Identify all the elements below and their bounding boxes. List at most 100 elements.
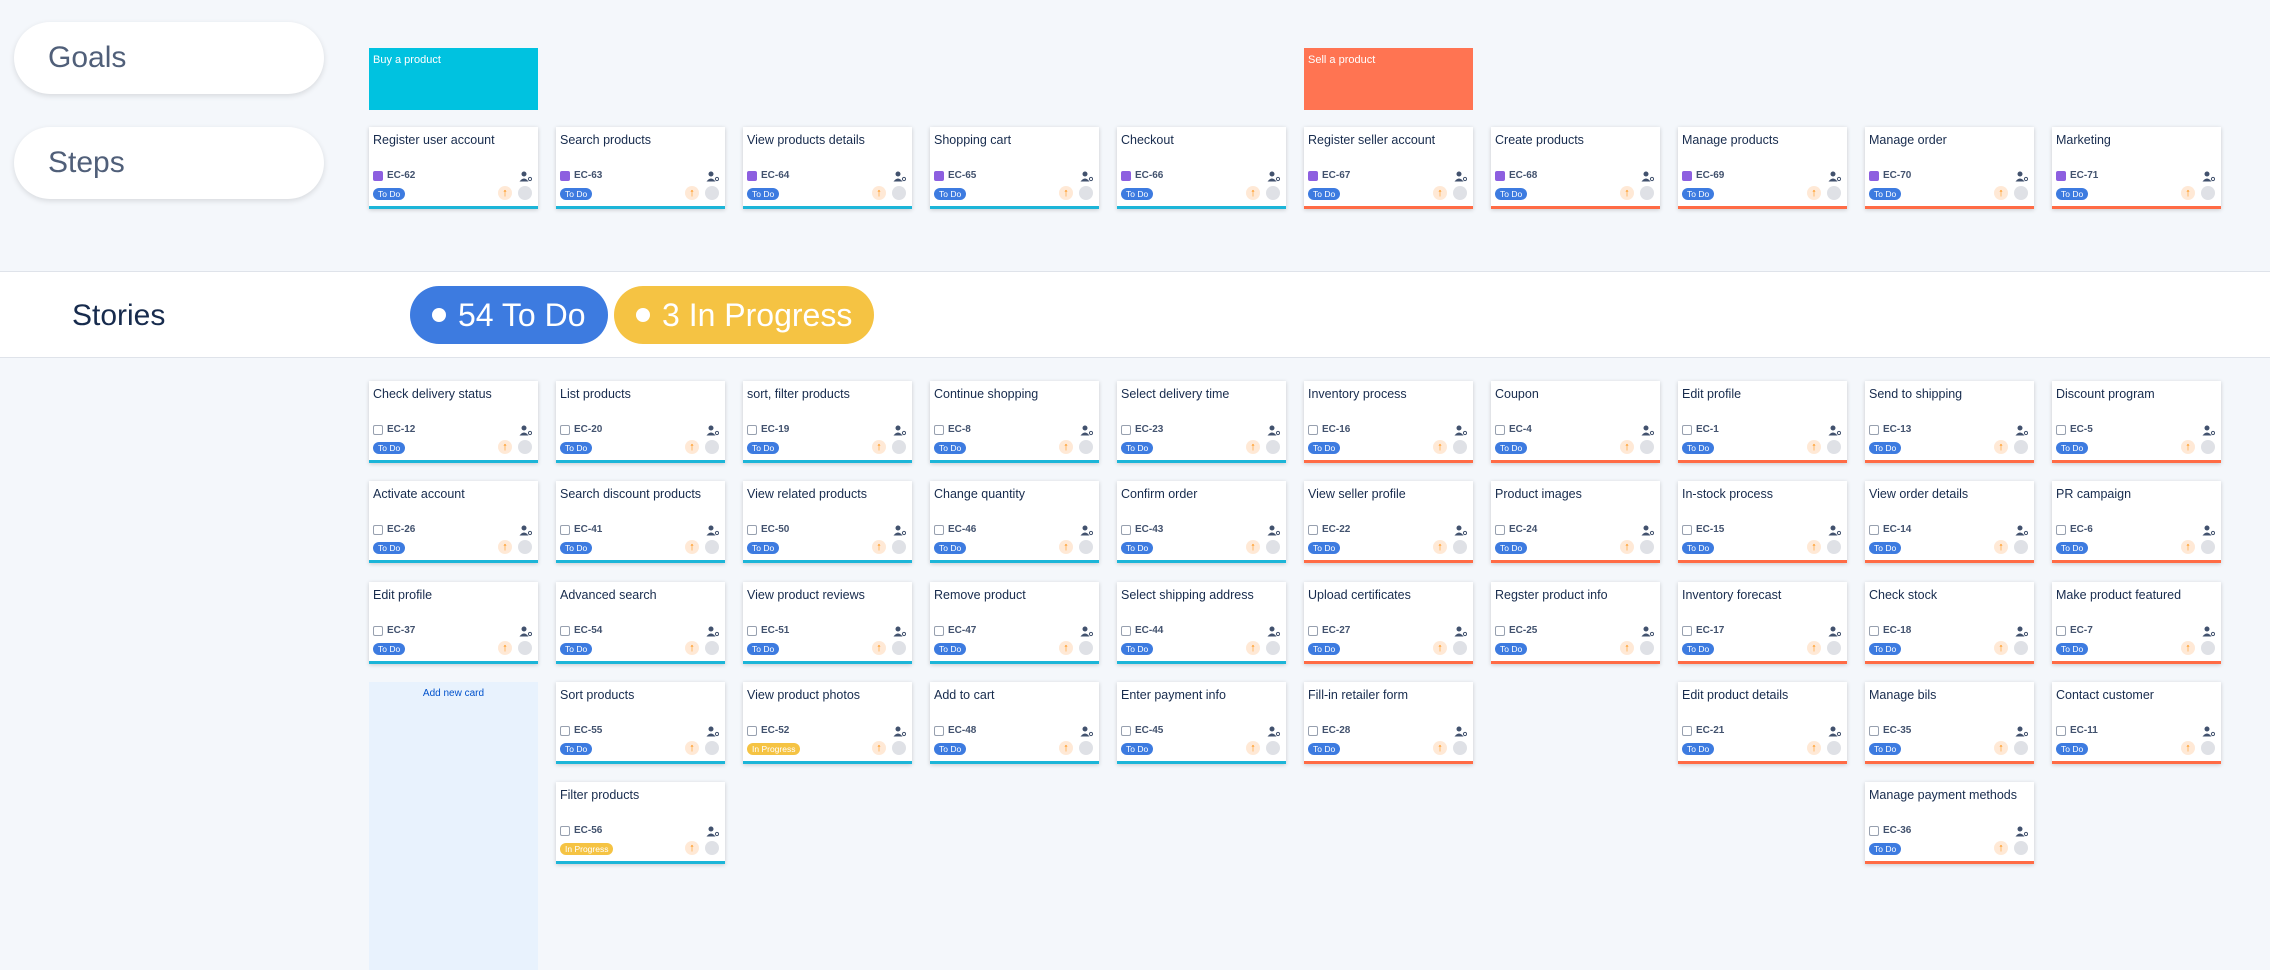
status-lozenge: To Do bbox=[1121, 742, 1154, 755]
story-card[interactable]: Continue shopping EC-8 To Do ↑ bbox=[930, 381, 1099, 463]
status-lozenge: To Do bbox=[1121, 642, 1154, 655]
story-card[interactable]: Change quantity EC-46 To Do ↑ bbox=[930, 481, 1099, 564]
story-card[interactable]: Add to cart EC-48 To Do ↑ bbox=[930, 681, 1099, 764]
story-card[interactable]: List products EC-20 To Do ↑ bbox=[556, 381, 725, 463]
issue-key: EC-8 bbox=[948, 424, 971, 435]
assignee-icon bbox=[706, 423, 720, 436]
story-card[interactable]: View product photos EC-52 In Progress ↑ bbox=[743, 681, 912, 764]
assignee-icon bbox=[1828, 724, 1842, 737]
add-card-zone[interactable]: Add new card bbox=[369, 682, 538, 970]
issue-icon bbox=[1121, 525, 1131, 536]
story-card[interactable]: Select shipping address EC-44 To Do ↑ bbox=[1117, 581, 1286, 664]
story-card[interactable]: Edit profile EC-1 To Do ↑ bbox=[1678, 381, 1847, 463]
status-lozenge: To Do bbox=[747, 188, 780, 200]
issue-icon bbox=[1121, 425, 1131, 435]
story-card[interactable]: Inventory process EC-16 To Do ↑ bbox=[1304, 381, 1473, 463]
issue-icon bbox=[560, 625, 570, 636]
step-card[interactable]: Marketing EC-71 To Do ↑ bbox=[2052, 127, 2221, 209]
status-lozenge: To Do bbox=[1869, 742, 1902, 755]
priority-icon: ↑ bbox=[1059, 540, 1073, 555]
story-card[interactable]: In-stock process EC-15 To Do ↑ bbox=[1678, 481, 1847, 564]
priority-icon: ↑ bbox=[2181, 440, 2195, 454]
todo-badge[interactable]: 54 To Do bbox=[410, 286, 608, 344]
step-card[interactable]: View products details EC-64 To Do ↑ bbox=[743, 127, 912, 209]
stories-band: Stories 54 To Do 3 In Progress bbox=[0, 271, 2270, 358]
story-card[interactable]: Send to shipping EC-13 To Do ↑ bbox=[1865, 381, 2034, 463]
step-card[interactable]: Manage products EC-69 To Do ↑ bbox=[1678, 127, 1847, 209]
issue-key: EC-46 bbox=[948, 524, 977, 536]
story-card[interactable]: Advanced search EC-54 To Do ↑ bbox=[556, 581, 725, 664]
add-card[interactable]: Add new card bbox=[422, 688, 485, 699]
story-card[interactable]: Manage bils EC-35 To Do ↑ bbox=[1865, 681, 2034, 764]
priority-icon: ↑ bbox=[1807, 640, 1821, 655]
card-title: Edit product details bbox=[1682, 687, 1789, 702]
issue-key: EC-63 bbox=[574, 170, 603, 181]
issue-icon bbox=[373, 625, 383, 636]
status-lozenge: To Do bbox=[1869, 442, 1902, 454]
story-card[interactable]: View product reviews EC-51 To Do ↑ bbox=[743, 581, 912, 664]
story-card[interactable]: View order details EC-14 To Do ↑ bbox=[1865, 481, 2034, 564]
step-card[interactable]: Checkout EC-66 To Do ↑ bbox=[1117, 127, 1286, 209]
story-card[interactable]: Remove product EC-47 To Do ↑ bbox=[930, 581, 1099, 664]
issue-icon bbox=[934, 171, 944, 181]
priority-icon: ↑ bbox=[2181, 540, 2195, 555]
card-title: Enter payment info bbox=[1121, 687, 1226, 702]
step-card[interactable]: Create products EC-68 To Do ↑ bbox=[1491, 127, 1660, 209]
assignee-icon bbox=[1267, 423, 1281, 436]
assignee-icon bbox=[519, 523, 533, 536]
goal-card[interactable]: Buy a product bbox=[369, 48, 538, 110]
priority-icon: ↑ bbox=[1994, 440, 2008, 454]
card-title: Marketing bbox=[2056, 133, 2111, 147]
story-card[interactable]: Manage payment methods EC-36 To Do ↑ bbox=[1865, 782, 2034, 865]
assignee-icon bbox=[706, 824, 720, 837]
story-card[interactable]: Inventory forecast EC-17 To Do ↑ bbox=[1678, 581, 1847, 664]
story-card[interactable]: Filter products EC-56 In Progress ↑ bbox=[556, 782, 725, 865]
story-card[interactable]: View related products EC-50 To Do ↑ bbox=[743, 481, 912, 564]
story-card[interactable]: sort, filter products EC-19 To Do ↑ bbox=[743, 381, 912, 463]
story-card[interactable]: Edit product details EC-21 To Do ↑ bbox=[1678, 681, 1847, 764]
issue-key: EC-66 bbox=[1135, 170, 1164, 181]
status-lozenge: To Do bbox=[934, 742, 967, 755]
issue-key: EC-7 bbox=[2070, 624, 2093, 636]
goal-card[interactable]: Sell a product bbox=[1304, 48, 1473, 110]
story-card[interactable]: Fill-in retailer form EC-28 To Do ↑ bbox=[1304, 681, 1473, 764]
story-card[interactable]: Make product featured EC-7 To Do ↑ bbox=[2052, 581, 2221, 664]
status-lozenge: To Do bbox=[1495, 642, 1528, 655]
story-card[interactable]: Activate account EC-26 To Do ↑ bbox=[369, 481, 538, 564]
story-card[interactable]: Check stock EC-18 To Do ↑ bbox=[1865, 581, 2034, 664]
story-card[interactable]: Confirm order EC-43 To Do ↑ bbox=[1117, 481, 1286, 564]
issue-key: EC-27 bbox=[1322, 624, 1351, 636]
story-card[interactable]: Product images EC-24 To Do ↑ bbox=[1491, 481, 1660, 564]
avatar bbox=[2201, 640, 2215, 655]
step-card[interactable]: Register seller account EC-67 To Do ↑ bbox=[1304, 127, 1473, 209]
card-title: Register seller account bbox=[1308, 133, 1436, 147]
issue-key: EC-23 bbox=[1135, 424, 1164, 435]
priority-icon: ↑ bbox=[685, 440, 699, 454]
issue-key: EC-64 bbox=[761, 170, 790, 181]
story-card[interactable]: Edit profile EC-37 To Do ↑ bbox=[369, 581, 538, 664]
story-card[interactable]: Sort products EC-55 To Do ↑ bbox=[556, 681, 725, 764]
steps-label: Steps bbox=[14, 127, 324, 199]
step-card[interactable]: Shopping cart EC-65 To Do ↑ bbox=[930, 127, 1099, 209]
story-card[interactable]: PR campaign EC-6 To Do ↑ bbox=[2052, 481, 2221, 564]
progress-badge[interactable]: 3 In Progress bbox=[614, 286, 875, 344]
story-card[interactable]: View seller profile EC-22 To Do ↑ bbox=[1304, 481, 1473, 564]
step-card[interactable]: Manage order EC-70 To Do ↑ bbox=[1865, 127, 2034, 209]
story-card[interactable]: Regster product info EC-25 To Do ↑ bbox=[1491, 581, 1660, 664]
stories-label: Stories bbox=[72, 299, 166, 332]
avatar bbox=[1827, 440, 1841, 454]
story-card[interactable]: Discount program EC-5 To Do ↑ bbox=[2052, 381, 2221, 463]
story-card[interactable]: Coupon EC-4 To Do ↑ bbox=[1491, 381, 1660, 463]
story-card[interactable]: Enter payment info EC-45 To Do ↑ bbox=[1117, 681, 1286, 764]
story-card[interactable]: Contact customer EC-11 To Do ↑ bbox=[2052, 681, 2221, 764]
card-title: Manage products bbox=[1682, 133, 1779, 147]
story-card[interactable]: Search discount products EC-41 To Do ↑ bbox=[556, 481, 725, 564]
step-card[interactable]: Search products EC-63 To Do ↑ bbox=[556, 127, 725, 209]
card-title: Inventory forecast bbox=[1682, 587, 1782, 602]
step-card[interactable]: Register user account EC-62 To Do ↑ bbox=[369, 127, 538, 209]
priority-icon: ↑ bbox=[498, 640, 512, 655]
story-card[interactable]: Upload certificates EC-27 To Do ↑ bbox=[1304, 581, 1473, 664]
story-card[interactable]: Check delivery status EC-12 To Do ↑ bbox=[369, 381, 538, 463]
story-card[interactable]: Select delivery time EC-23 To Do ↑ bbox=[1117, 381, 1286, 463]
card-title: View product photos bbox=[747, 687, 861, 702]
